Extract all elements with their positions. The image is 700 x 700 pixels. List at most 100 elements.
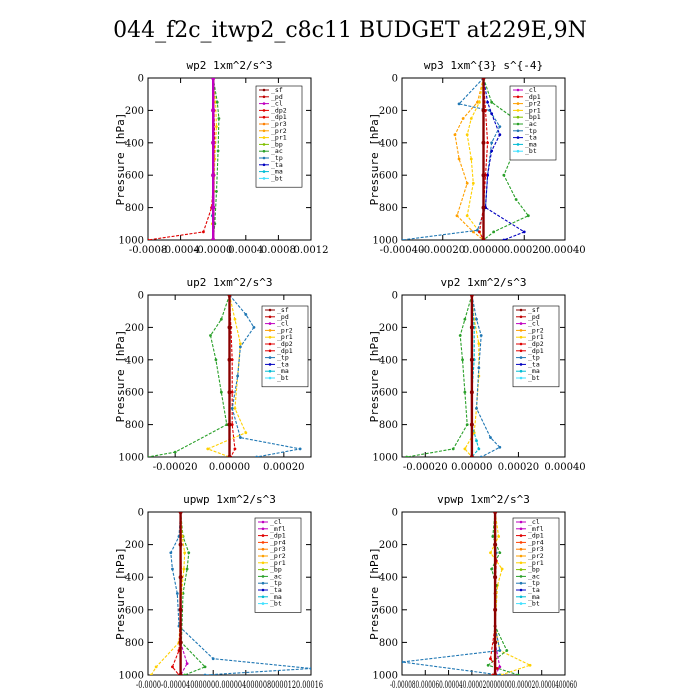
y-tick-label: 600	[379, 605, 398, 616]
legend-entry: _bp	[528, 566, 540, 574]
data-point	[469, 157, 473, 161]
legend-entry: _sf	[528, 306, 540, 314]
y-axis-label: Pressure [hPa]	[368, 113, 381, 206]
data-point	[202, 230, 205, 234]
chart-panel-3: up2 1xm^2/s^3 Pressure [hPa] 0 200 400 600 800…	[114, 276, 312, 473]
data-point	[178, 542, 183, 547]
legend-entry: _ac	[270, 572, 282, 580]
series-line-pr1	[464, 295, 480, 457]
chart-panel-5: upwp 1xm^2/s^3 Pressure [hPa] 0 200 400 600 80…	[114, 493, 323, 691]
data-point	[481, 173, 486, 178]
y-axis-label: Pressure [hPa]	[114, 547, 127, 640]
legend-marker	[262, 136, 266, 139]
data-point	[461, 358, 464, 362]
y-tick-label: 0	[392, 74, 398, 85]
series-group	[405, 295, 502, 457]
chart-panel-2: wp3 1xm^{3} s^{-4} Pressure [hPa] 0 200 400 6…	[368, 59, 586, 256]
legend-marker	[516, 115, 520, 119]
legend-entry: _pr4	[528, 538, 544, 546]
data-point	[230, 390, 234, 394]
legend-entry: _ma	[271, 168, 283, 176]
data-point	[477, 366, 481, 370]
series-line-pr1	[150, 512, 186, 675]
legend-entry: _tp	[277, 354, 289, 362]
legend-marker	[261, 561, 265, 565]
data-point	[185, 662, 189, 665]
plot-frame	[401, 511, 566, 676]
data-point	[402, 238, 404, 240]
data-point	[475, 439, 478, 443]
legend-entry: _dp1	[270, 532, 286, 540]
x-tick-label: 0.0012	[294, 245, 329, 256]
legend-marker	[519, 356, 523, 359]
legend-entry: _pr2	[528, 326, 544, 334]
legend-marker	[268, 363, 272, 366]
legend-entry: _pr1	[525, 106, 541, 114]
data-point	[514, 198, 518, 201]
data-point	[465, 214, 469, 218]
x-tick-labels-overlapping: -0.000080.000060.000040.0000200000000.00…	[390, 680, 577, 691]
data-point	[458, 334, 462, 337]
data-point	[493, 542, 498, 547]
y-tick-label: 800	[379, 638, 398, 649]
y-tick-label: 1000	[119, 453, 144, 464]
legend-marker	[516, 95, 520, 99]
data-point	[244, 431, 248, 435]
y-tick-label: 200	[125, 106, 144, 117]
y-tick-label: 800	[125, 638, 144, 649]
legend-entry: _pd	[271, 93, 283, 101]
data-point	[238, 345, 242, 349]
y-tick-label: 1000	[373, 236, 398, 247]
data-point	[148, 455, 150, 457]
data-point	[475, 228, 479, 232]
data-point	[493, 575, 498, 580]
series-line-pr1	[206, 295, 247, 457]
legend-marker	[261, 568, 265, 571]
legend-entry: _bt	[270, 600, 282, 608]
data-point	[169, 551, 173, 555]
data-point	[479, 334, 483, 337]
legend-marker	[261, 554, 265, 558]
y-tick-label: 800	[379, 203, 398, 214]
legend-entry: _bp1	[525, 113, 541, 121]
plot-frame	[147, 77, 312, 241]
legend-marker	[262, 177, 266, 180]
data-point	[238, 436, 242, 439]
x-tick-label: -0.00020	[420, 245, 465, 256]
legend-entry: _ma	[528, 593, 540, 601]
data-point	[182, 567, 186, 571]
legend-entry: _pr2	[528, 552, 544, 560]
x-tick-label: 0.00000	[463, 245, 504, 256]
data-point	[214, 358, 218, 362]
y-tick-label: 0	[392, 291, 398, 302]
y-axis-label: Pressure [hPa]	[368, 547, 381, 640]
legend-marker	[519, 581, 523, 585]
data-point	[498, 665, 502, 669]
legend-entry: _cl	[528, 320, 540, 328]
data-point	[149, 673, 153, 675]
legend-marker	[262, 95, 266, 99]
legend-entry: _pr2	[525, 100, 541, 108]
y-tick-label: 800	[125, 420, 144, 431]
legend-entry: _tp	[528, 354, 540, 362]
data-point	[206, 447, 210, 451]
x-tick-label: 0.00040	[544, 245, 585, 256]
data-point	[455, 214, 459, 218]
data-point	[469, 117, 473, 120]
legend-marker	[261, 588, 265, 592]
data-point	[471, 181, 475, 185]
series-line-pr2	[454, 78, 485, 240]
legend-marker	[519, 349, 523, 353]
x-tick-label: -0.0000	[194, 245, 232, 256]
legend-marker	[519, 568, 523, 571]
legend-entry: _pd	[277, 313, 289, 321]
legend-marker	[519, 602, 523, 605]
data-point	[252, 326, 256, 329]
chart-panel-1: wp2 1xm^2/s^3 Pressure [hPa] 0 200 400 600 800…	[114, 59, 329, 256]
legend-entry: _dp2	[277, 340, 293, 348]
series-line-dp1	[148, 78, 216, 240]
legend-marker	[262, 143, 266, 146]
data-point	[489, 551, 492, 555]
data-point	[178, 607, 183, 612]
data-point	[178, 673, 183, 675]
